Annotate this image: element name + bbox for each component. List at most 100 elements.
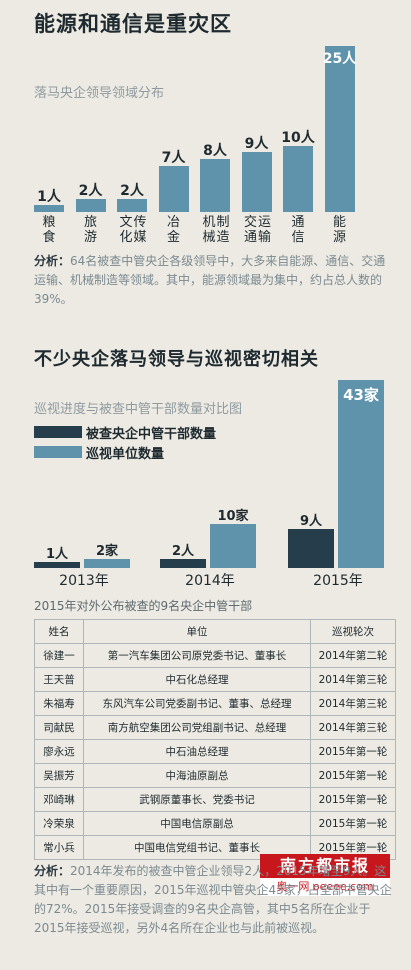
bar-value-label: 2人 — [78, 182, 103, 199]
newspaper-logo: 南方都市报 奥一网 oeeee.com — [260, 854, 390, 898]
bar-value-label: 25人 — [322, 51, 357, 67]
section2-title: 不少央企落马领导与巡视密切相关 — [34, 349, 319, 370]
cell-name: 吴振芳 — [34, 763, 84, 788]
table-header-row: 姓名 单位 巡视轮次 — [34, 619, 396, 644]
table-row: 王天普 中石化总经理 2014年第三轮 — [34, 667, 396, 692]
section2-subtitle: 巡视进度与被查中管干部数量对比图 — [34, 402, 243, 417]
category-label: 机械 — [202, 215, 216, 245]
officials-table: 姓名 单位 巡视轮次 徐建一 第一汽车集团公司原党委书记、董事长 2014年第二轮王… — [34, 619, 396, 860]
table-caption: 2015年对外公布被查的9名央企中管干部 — [34, 599, 253, 613]
year-label: 2013年 — [59, 573, 109, 589]
logo-site: 奥一网 oeeee.com — [260, 878, 390, 896]
category-label: 文化 — [119, 215, 133, 245]
header-round: 巡视轮次 — [310, 619, 396, 644]
table-row: 吴振芳 中海油原副总 2015年第一轮 — [34, 763, 396, 788]
field-distribution-chart: 1人 粮食 2人 旅游 2人 文化 传媒 7人 冶金 8人 机械 制造 9人 交通 运输 10人 通信 25人 能源 — [0, 0, 411, 250]
bar-5 — [241, 152, 272, 212]
category-label: 粮食 — [42, 215, 56, 245]
cell-name: 朱福寿 — [34, 691, 84, 716]
category-label: 能源 — [332, 215, 346, 245]
bar-0-0 — [34, 562, 80, 568]
cell-round: 2015年第一轮 — [310, 811, 396, 836]
bar-1-0 — [160, 559, 206, 568]
legend-label-inspections: 巡视单位数量 — [86, 447, 165, 462]
bar-value-label: 9人 — [244, 136, 269, 153]
cell-round: 2015年第一轮 — [310, 763, 396, 788]
analysis2-text: 2014年发布的被查中管企业领导2人，2015年增至9人。这其中有一个重要原因，… — [34, 864, 392, 935]
bar-value-label: 1人 — [45, 547, 69, 562]
legend-swatch-inspections — [34, 446, 82, 458]
cell-round: 2014年第三轮 — [310, 691, 396, 716]
category-label: 通信 — [291, 215, 305, 245]
cell-round: 2015年第一轮 — [310, 787, 396, 812]
year-label: 2015年 — [313, 573, 363, 589]
bar-value-label: 9人 — [299, 513, 323, 529]
category-label: 运输 — [257, 215, 271, 245]
bar-1-1 — [210, 524, 256, 568]
year-label: 2014年 — [185, 573, 235, 589]
bar-2-1 — [338, 380, 384, 568]
cell-name: 廖永远 — [34, 739, 84, 764]
cell-name: 邓崎琳 — [34, 787, 84, 812]
bar-0-1 — [84, 559, 130, 568]
cell-unit: 武钢原董事长、党委书记 — [83, 787, 311, 812]
table-row: 徐建一 第一汽车集团公司原党委书记、董事长 2014年第二轮 — [34, 643, 396, 668]
table-row: 廖永远 中石油总经理 2015年第一轮 — [34, 739, 396, 764]
cell-name: 常小兵 — [34, 835, 84, 860]
bar-7 — [324, 46, 355, 212]
bar-2 — [117, 198, 147, 212]
cell-round: 2014年第二轮 — [310, 643, 396, 668]
bar-value-label: 1人 — [37, 189, 61, 206]
analysis2-label: 分析： — [34, 864, 71, 878]
cell-unit: 中海油原副总 — [83, 763, 311, 788]
table-row: 冷荣泉 中国电信原副总 2015年第一轮 — [34, 811, 396, 836]
cell-unit: 中国电信原副总 — [83, 811, 311, 836]
cell-unit: 南方航空集团公司党组副书记、总经理 — [83, 715, 311, 740]
category-label: 传媒 — [133, 215, 147, 245]
category-label: 旅游 — [83, 215, 97, 245]
bar-value-label: 2人 — [171, 544, 195, 560]
bar-value-label: 7人 — [161, 149, 186, 166]
category-label: 交通 — [243, 215, 257, 245]
cell-round: 2014年第三轮 — [310, 667, 396, 692]
section1-analysis: 分析：64名被查中管央企各级领导中，大多来自能源、通信、交通运输、机械制造等领域… — [34, 252, 394, 309]
cell-name: 冷荣泉 — [34, 811, 84, 836]
legend-label-officials: 被查央企中管干部数量 — [86, 427, 217, 442]
legend-swatch-officials — [34, 426, 82, 438]
bar-3 — [158, 165, 189, 212]
section1-title: 能源和通信是重灾区 — [34, 12, 232, 36]
header-unit: 单位 — [83, 619, 311, 644]
inspection-comparison-chart: 1人 2家 2013年 2人 10家 2014年 9人 43家 2015年 — [34, 380, 384, 589]
cell-name: 司献民 — [34, 715, 84, 740]
bar-value-label: 2家 — [95, 544, 119, 560]
cell-round: 2015年第一轮 — [310, 739, 396, 764]
bar-2-0 — [288, 528, 334, 568]
table-row: 司献民 南方航空集团公司党组副书记、总经理 2014年第三轮 — [34, 715, 396, 740]
bar-value-label: 10人 — [281, 129, 315, 146]
section2-analysis: 分析：2014年发布的被查中管企业领导2人，2015年增至9人。这其中有一个重要… — [34, 862, 394, 938]
cell-unit: 东风汽车公司党委副书记、董事、总经理 — [83, 691, 311, 716]
section1-subtitle: 落马央企领导领域分布 — [34, 86, 165, 101]
bar-value-label: 2人 — [120, 182, 144, 199]
cell-unit: 中石化总经理 — [83, 667, 311, 692]
category-label: 制造 — [216, 215, 230, 245]
header-name: 姓名 — [34, 619, 84, 644]
bar-0 — [34, 205, 64, 212]
table-row: 邓崎琳 武钢原董事长、党委书记 2015年第一轮 — [34, 787, 396, 812]
analysis-text: 64名被查中管央企各级领导中，大多来自能源、通信、交通运输、机械制造等领域。其中… — [34, 254, 386, 306]
cell-unit: 第一汽车集团公司原党委书记、董事长 — [83, 643, 311, 668]
bar-4 — [200, 158, 230, 212]
cell-name: 王天普 — [34, 667, 84, 692]
bar-6 — [283, 145, 313, 212]
table-row: 朱福寿 东风汽车公司党委副书记、董事、总经理 2014年第三轮 — [34, 691, 396, 716]
cell-name: 徐建一 — [34, 643, 84, 668]
bar-value-label: 8人 — [203, 142, 227, 159]
cell-unit: 中石油总经理 — [83, 739, 311, 764]
cell-round: 2014年第三轮 — [310, 715, 396, 740]
bar-1 — [75, 198, 106, 212]
category-label: 冶金 — [166, 215, 180, 245]
bar-value-label: 43家 — [343, 386, 379, 404]
bar-value-label: 10家 — [217, 509, 249, 525]
logo-name: 南方都市报 — [260, 854, 390, 878]
analysis-label: 分析： — [34, 254, 71, 268]
